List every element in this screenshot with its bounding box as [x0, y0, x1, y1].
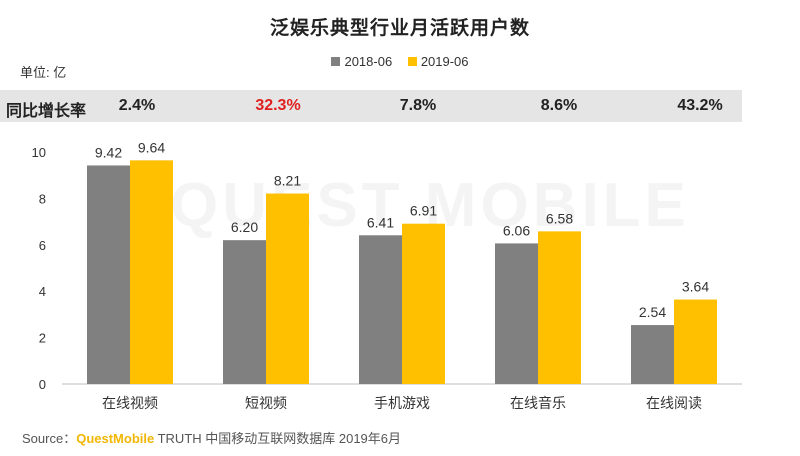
- growth-label: 同比增长率: [6, 103, 87, 120]
- data-label-short-video-2019: 8.21: [274, 173, 301, 189]
- legend-swatch-2018: [331, 57, 341, 66]
- bar-online-music-2019: [538, 231, 581, 384]
- data-label-short-video-2018: 6.20: [231, 219, 258, 235]
- x-tick-label-short-video: 短视频: [245, 395, 287, 411]
- data-label-online-music-2019: 6.58: [546, 210, 573, 226]
- growth-value-online-video: 2.4%: [118, 97, 156, 114]
- data-label-online-music-2018: 6.06: [503, 222, 530, 238]
- y-tick-label: 4: [39, 284, 46, 299]
- source-prefix: Source：: [22, 431, 77, 446]
- data-label-mobile-games-2018: 6.41: [367, 214, 394, 230]
- growth-value-short-video: 32.3%: [255, 97, 301, 114]
- x-tick-label-mobile-games: 手机游戏: [374, 395, 430, 411]
- legend: 2018-06 2019-06: [0, 54, 800, 69]
- legend-item-2019: 2019-06: [407, 54, 469, 69]
- x-tick-label-online-reading: 在线阅读: [646, 395, 702, 411]
- bar-online-reading-2018: [631, 325, 674, 384]
- legend-label-2019: 2019-06: [420, 54, 469, 69]
- source-note: Source：QuestMobile TRUTH 中国移动互联网数据库 2019…: [22, 428, 401, 447]
- legend-swatch-2019: [407, 57, 417, 66]
- bar-online-video-2019: [130, 160, 173, 384]
- y-tick-label: 0: [39, 377, 46, 392]
- y-tick-label: 8: [39, 191, 46, 206]
- growth-value-mobile-games: 7.8%: [399, 97, 437, 114]
- bar-mobile-games-2019: [402, 223, 445, 384]
- data-label-online-reading-2019: 3.64: [682, 279, 709, 295]
- growth-value-online-music: 8.6%: [540, 97, 578, 114]
- bar-online-reading-2019: [674, 299, 717, 384]
- bar-mobile-games-2018: [359, 235, 402, 384]
- legend-label-2018: 2018-06: [344, 54, 393, 69]
- data-label-online-reading-2018: 2.54: [639, 304, 666, 320]
- data-label-online-video-2018: 9.42: [95, 144, 122, 160]
- legend-item-2018: 2018-06: [331, 54, 392, 69]
- data-label-mobile-games-2019: 6.91: [410, 203, 437, 219]
- data-label-online-video-2019: 9.64: [138, 139, 165, 155]
- unit-label: 单位: 亿: [20, 65, 67, 80]
- x-tick-label-online-video: 在线视频: [102, 395, 158, 411]
- source-text: TRUTH 中国移动互联网数据库 2019年6月: [154, 431, 402, 446]
- source-brand: QuestMobile: [76, 431, 155, 446]
- chart-title: 泛娱乐典型行业月活跃用户数: [269, 18, 530, 39]
- y-tick-label: 10: [32, 145, 46, 160]
- growth-value-online-reading: 43.2%: [677, 97, 723, 114]
- bar-online-video-2018: [87, 165, 130, 384]
- growth-band: [0, 90, 742, 122]
- x-tick-label-online-music: 在线音乐: [510, 395, 566, 411]
- bar-online-music-2018: [495, 243, 538, 384]
- y-tick-label: 2: [39, 331, 46, 346]
- y-tick-label: 6: [39, 238, 46, 253]
- bar-short-video-2019: [266, 193, 309, 384]
- bar-short-video-2018: [223, 240, 266, 384]
